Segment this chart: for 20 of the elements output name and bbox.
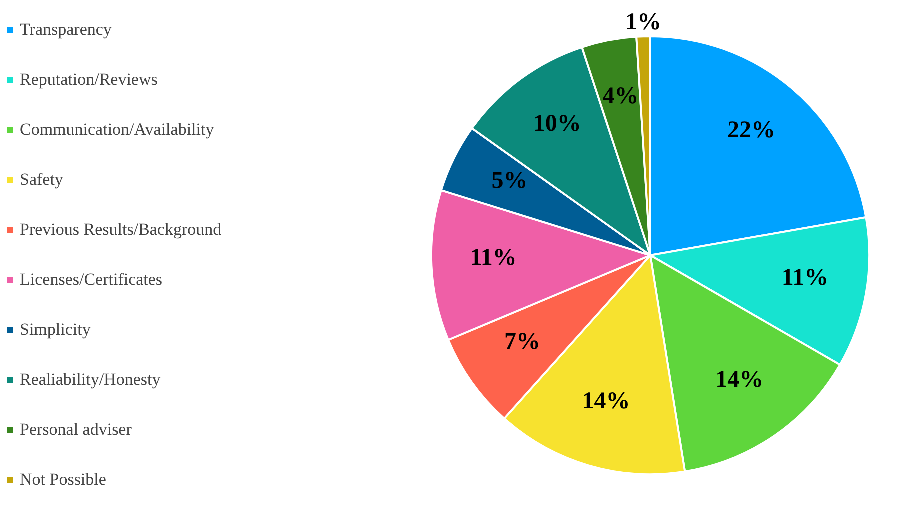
legend-label: Realiability/Honesty: [20, 370, 161, 390]
data-label: 10%: [533, 111, 582, 138]
data-label: 5%: [492, 168, 528, 194]
legend-label: Previous Results/Background: [20, 220, 222, 240]
legend-label: Reputation/Reviews: [20, 70, 158, 90]
data-label: 4%: [602, 83, 639, 110]
legend-label: Safety: [20, 170, 64, 190]
legend-label: Not Possible: [20, 470, 106, 490]
legend-label: Communication/Availability: [20, 120, 214, 140]
legend-label: Licenses/Certificates: [20, 270, 163, 290]
data-label: 22%: [728, 117, 776, 144]
data-label: 14%: [582, 388, 630, 415]
data-label: 11%: [470, 245, 517, 272]
data-label: 7%: [504, 328, 540, 355]
legend-label: Transparency: [20, 20, 112, 40]
data-label: 11%: [782, 265, 829, 292]
legend-label: Personal adviser: [20, 420, 132, 440]
data-label: 14%: [716, 367, 764, 394]
data-label: 1%: [626, 9, 662, 36]
legend-label: Simplicity: [20, 320, 91, 340]
